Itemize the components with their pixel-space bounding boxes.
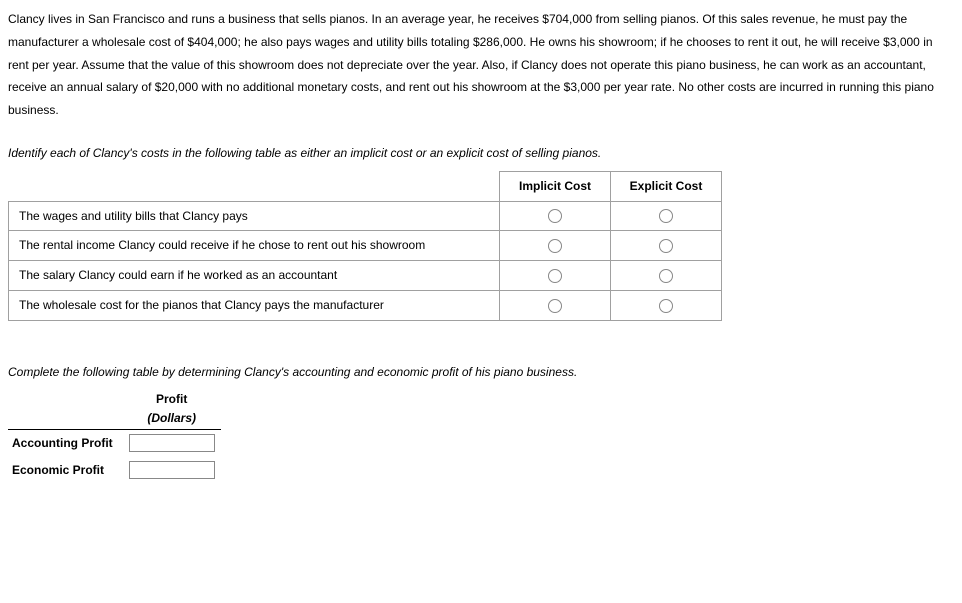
accounting-profit-input[interactable]	[129, 434, 215, 452]
row-accounting-profit-label: Accounting Profit	[8, 429, 123, 456]
radio-explicit[interactable]	[659, 239, 673, 253]
cost-description: The rental income Clancy could receive i…	[9, 231, 500, 261]
radio-explicit[interactable]	[659, 209, 673, 223]
table-row: The wages and utility bills that Clancy …	[9, 201, 722, 231]
problem-paragraph: Clancy lives in San Francisco and runs a…	[8, 8, 954, 122]
radio-implicit[interactable]	[548, 209, 562, 223]
radio-explicit[interactable]	[659, 269, 673, 283]
row-economic-profit-label: Economic Profit	[8, 457, 123, 484]
instruction-cost-table: Identify each of Clancy's costs in the f…	[8, 142, 954, 165]
radio-implicit[interactable]	[548, 299, 562, 313]
table-row: The salary Clancy could earn if he worke…	[9, 261, 722, 291]
table-row: The rental income Clancy could receive i…	[9, 231, 722, 261]
header-profit-unit: (Dollars)	[123, 409, 221, 429]
radio-implicit[interactable]	[548, 239, 562, 253]
empty-header	[9, 171, 500, 201]
cost-classification-table: Implicit Cost Explicit Cost The wages an…	[8, 171, 722, 321]
header-explicit-cost: Explicit Cost	[611, 171, 722, 201]
economic-profit-input[interactable]	[129, 461, 215, 479]
cost-description: The salary Clancy could earn if he worke…	[9, 261, 500, 291]
profit-table: Profit (Dollars) Accounting Profit Econo…	[8, 390, 221, 484]
header-profit: Profit	[123, 390, 221, 410]
cost-description: The wages and utility bills that Clancy …	[9, 201, 500, 231]
instruction-profit-table: Complete the following table by determin…	[8, 361, 954, 384]
radio-explicit[interactable]	[659, 299, 673, 313]
cost-description: The wholesale cost for the pianos that C…	[9, 290, 500, 320]
radio-implicit[interactable]	[548, 269, 562, 283]
header-implicit-cost: Implicit Cost	[500, 171, 611, 201]
table-row: The wholesale cost for the pianos that C…	[9, 290, 722, 320]
